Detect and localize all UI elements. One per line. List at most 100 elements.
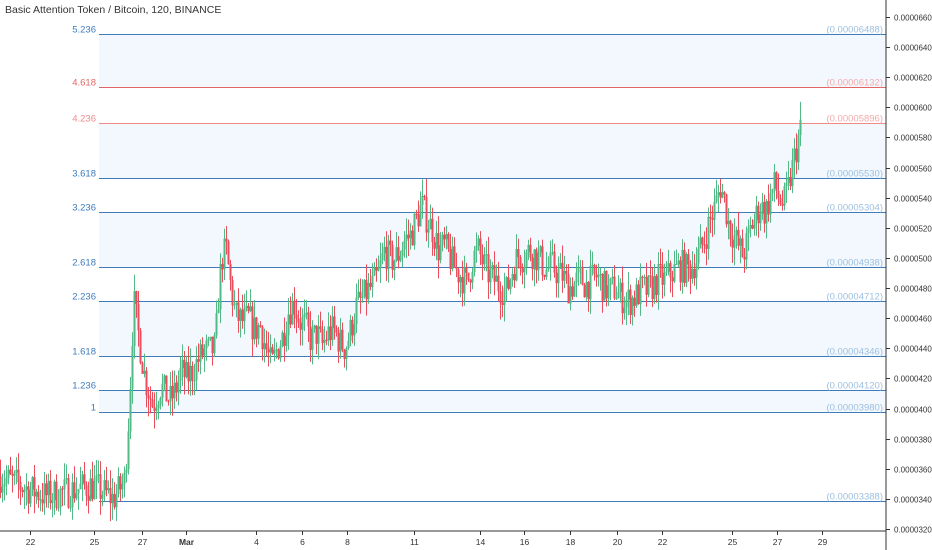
candle-body xyxy=(787,176,790,183)
candle-body xyxy=(373,267,376,276)
candle-body xyxy=(389,240,392,245)
candle-body xyxy=(255,317,258,339)
candle-body xyxy=(435,233,438,249)
candle-body xyxy=(579,266,582,268)
candle-body xyxy=(39,499,42,501)
candle-body xyxy=(379,260,382,268)
candle-body xyxy=(403,240,406,250)
fib-band xyxy=(99,123,886,179)
candle-body xyxy=(501,302,504,306)
candle-body xyxy=(625,299,628,308)
candle-body xyxy=(355,297,358,325)
candle-body xyxy=(411,230,414,246)
fib-lines xyxy=(99,34,886,502)
candle-body xyxy=(293,300,296,315)
candle-body xyxy=(69,507,72,509)
candle-body xyxy=(223,238,226,270)
candle-body xyxy=(157,404,160,409)
candle-body xyxy=(323,339,326,344)
candle-body xyxy=(319,326,322,329)
candle-body xyxy=(51,500,54,504)
candle-body xyxy=(433,242,436,249)
candle-body xyxy=(275,349,278,351)
candle-body xyxy=(719,192,722,198)
candle-body xyxy=(279,346,282,359)
candle-body xyxy=(197,359,200,362)
candle-body xyxy=(81,474,84,484)
candle-body xyxy=(235,302,238,305)
time-axis[interactable]: 22 25 27 Mar 4 6 8 11 14 16 18 20 22 25 27 29 xyxy=(0,530,886,547)
candle-body xyxy=(443,234,446,240)
fib-band xyxy=(99,87,886,124)
candle-body xyxy=(159,397,162,405)
candle-body xyxy=(277,349,280,359)
candle-body xyxy=(543,275,546,278)
fib-price-label: (0.00005530) xyxy=(826,169,883,180)
candle-body xyxy=(523,267,526,273)
time-tick-label: 22 xyxy=(26,537,36,547)
candle-body xyxy=(349,319,352,341)
fib-band xyxy=(99,33,886,88)
fib-price-label: (0.00004712) xyxy=(826,292,883,303)
candle-body xyxy=(151,399,154,408)
candle-body xyxy=(557,268,560,284)
candle-body xyxy=(95,475,98,482)
candle-body xyxy=(259,325,262,327)
candle-body xyxy=(739,238,742,246)
candle-body xyxy=(183,359,186,378)
candle-body xyxy=(729,220,732,240)
candle-body xyxy=(725,194,728,225)
candle-body xyxy=(499,291,502,303)
candle-body xyxy=(463,267,466,294)
candle-body xyxy=(149,398,152,400)
candle-body xyxy=(57,507,60,509)
candle-body xyxy=(659,264,662,266)
candle-body xyxy=(453,246,456,268)
candle-body xyxy=(283,332,286,346)
fib-band xyxy=(99,411,886,501)
time-tick-label: 8 xyxy=(345,537,350,547)
candle-body xyxy=(653,275,656,300)
candle-body xyxy=(49,480,52,504)
candle-body xyxy=(471,272,474,283)
fib-price-label: (0.00005896) xyxy=(826,114,883,125)
candle-body xyxy=(91,478,94,500)
candle-body xyxy=(233,304,236,306)
candle-body xyxy=(717,192,720,196)
candle-body xyxy=(799,119,802,136)
candle-body xyxy=(619,282,622,292)
candle-body xyxy=(171,386,174,399)
fib-price-label: (0.00004938) xyxy=(826,258,883,269)
candle-body xyxy=(563,270,566,281)
candle-body xyxy=(669,263,672,278)
candle-body xyxy=(273,349,276,354)
candle-body xyxy=(147,395,150,399)
candle-body xyxy=(155,408,158,411)
candle-body xyxy=(697,248,700,264)
candle-body xyxy=(383,246,386,254)
candle-body xyxy=(743,257,746,260)
candle-body xyxy=(585,281,588,298)
candle-body xyxy=(221,263,224,270)
candle-body xyxy=(309,326,312,350)
time-tick-label: 11 xyxy=(410,537,419,547)
candle-body xyxy=(237,302,240,321)
candle-body xyxy=(477,238,480,246)
time-tick-label: 18 xyxy=(566,537,576,547)
candle-body xyxy=(439,245,442,261)
candle-body xyxy=(211,336,214,354)
candle-body xyxy=(99,474,102,499)
fib-labels: 5.236 (0.00006488) 4.618 (0.00006132) 4.236 (… xyxy=(72,25,883,503)
candle-body xyxy=(239,309,242,321)
candle-body xyxy=(0,476,2,493)
candle-body xyxy=(617,291,620,299)
candle-body xyxy=(351,319,354,336)
candle-body xyxy=(225,238,228,242)
